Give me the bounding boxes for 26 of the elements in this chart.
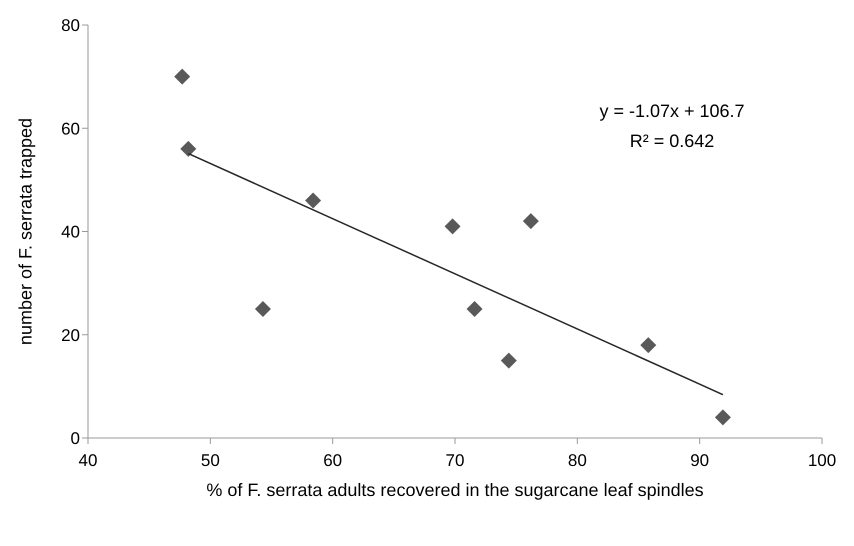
y-tick-label: 80 [61, 16, 80, 36]
annotation: R² = 0.642 [630, 131, 714, 151]
y-tick-label: 0 [70, 429, 80, 448]
point [714, 409, 731, 426]
y-tick-label: 20 [61, 326, 80, 345]
y-tick-label: 60 [61, 119, 80, 138]
point [640, 337, 656, 354]
point [500, 352, 517, 369]
point [522, 213, 539, 230]
y-tick-label: 40 [61, 222, 80, 242]
x-axis-title: % of F. serrata adults recovered in the sugarcane leaf spindles [206, 480, 704, 500]
x-tick-label: 70 [446, 451, 464, 470]
x-tick-label: 100 [808, 451, 836, 470]
x-tick-label: 40 [78, 451, 98, 470]
point [254, 300, 271, 317]
point [180, 140, 196, 157]
x-tick-label: 60 [323, 451, 342, 470]
x-tick-label: 50 [200, 451, 220, 470]
annotation: y = -1.07x + 106.7 [599, 101, 745, 121]
point [305, 192, 322, 209]
point [174, 68, 190, 85]
x-tick-label: 90 [690, 451, 710, 470]
point [444, 218, 461, 234]
y-axis-title: number of F. serrata trapped [15, 118, 36, 346]
point [466, 300, 483, 317]
x-tick-label: 80 [568, 451, 587, 470]
